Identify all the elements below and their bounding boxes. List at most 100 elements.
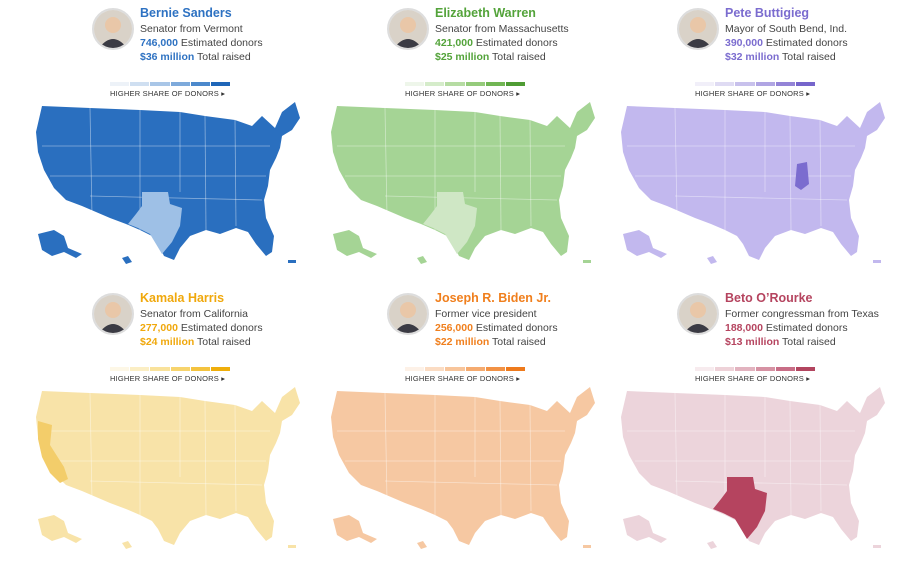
raised-label: Total raised <box>782 336 836 348</box>
portrait-icon <box>389 10 427 48</box>
candidate-header: Elizabeth Warren Senator from Massachuse… <box>315 0 605 98</box>
state-border <box>89 195 263 201</box>
candidate-name: Bernie Sanders <box>140 6 232 20</box>
raised-line: $25 million Total raised <box>435 50 569 64</box>
donors-label: Estimated donors <box>475 37 558 49</box>
legend-scale <box>405 367 526 371</box>
candidate-header: Beto O’Rourke Former congressman from Te… <box>605 285 895 383</box>
color-legend: HIGHER SHARE OF DONORS ▸ <box>110 82 231 98</box>
state-border <box>384 392 388 502</box>
indiana-region <box>795 162 809 190</box>
legend-swatch <box>405 82 425 86</box>
candidate-info: Kamala Harris Senator from California 27… <box>140 291 263 349</box>
legend-swatch <box>445 82 465 86</box>
color-legend: HIGHER SHARE OF DONORS ▸ <box>110 367 231 383</box>
candidate-info: Elizabeth Warren Senator from Massachuse… <box>435 6 569 64</box>
legend-swatch <box>170 82 190 86</box>
avatar-elizabeth-warren <box>387 8 429 50</box>
legend-swatch <box>190 82 210 86</box>
state-border <box>674 195 848 201</box>
donors-label: Estimated donors <box>475 322 558 334</box>
legend-swatch <box>210 367 231 371</box>
donors-value: 746,000 <box>140 37 178 49</box>
state-border <box>819 404 822 512</box>
us-map-svg <box>331 102 595 264</box>
legend-swatch <box>210 82 231 86</box>
candidate-info: Joseph R. Biden Jr. Former vice presiden… <box>435 291 558 349</box>
legend-swatch <box>130 367 150 371</box>
raised-line: $36 million Total raised <box>140 50 263 64</box>
legend-swatch <box>505 82 526 86</box>
candidate-panel: Beto O’Rourke Former congressman from Te… <box>605 285 895 569</box>
portrait-icon <box>94 295 132 333</box>
alaska <box>333 230 377 258</box>
legend-label: HIGHER SHARE OF DONORS ▸ <box>405 374 521 383</box>
donors-line: 256,000 Estimated donors <box>435 321 558 335</box>
state-border <box>529 119 532 227</box>
candidate-name: Joseph R. Biden Jr. <box>435 291 552 305</box>
legend-scale <box>110 82 231 86</box>
us-map-svg <box>36 102 300 264</box>
texas-region <box>128 192 182 254</box>
candidate-header: Kamala Harris Senator from California 27… <box>20 285 310 383</box>
puerto-rico <box>583 260 591 263</box>
california-region <box>38 421 68 483</box>
legend-label: HIGHER SHARE OF DONORS ▸ <box>405 89 521 98</box>
state-border <box>789 115 792 231</box>
donors-label: Estimated donors <box>765 37 848 49</box>
legend-swatch <box>715 367 735 371</box>
portrait-icon <box>679 295 717 333</box>
color-legend: HIGHER SHARE OF DONORS ▸ <box>405 82 526 98</box>
state-border <box>89 107 93 217</box>
legend-swatch <box>110 367 130 371</box>
state-border <box>674 480 848 486</box>
raised-label: Total raised <box>492 51 546 63</box>
alaska <box>623 230 667 258</box>
hawaii <box>417 256 427 264</box>
state-border <box>499 115 502 231</box>
legend-swatch <box>425 367 445 371</box>
legend-label: HIGHER SHARE OF DONORS ▸ <box>695 374 811 383</box>
legend-swatch <box>695 367 715 371</box>
donors-value: 277,000 <box>140 322 178 334</box>
avatar-pete-buttigieg <box>677 8 719 50</box>
color-legend: HIGHER SHARE OF DONORS ▸ <box>405 367 526 383</box>
state-border <box>499 400 502 516</box>
raised-line: $32 million Total raised <box>725 50 848 64</box>
texas-region <box>423 192 477 254</box>
alaska <box>38 230 82 258</box>
avatar-beto-orourke <box>677 293 719 335</box>
legend-swatch <box>755 367 775 371</box>
donors-label: Estimated donors <box>180 322 263 334</box>
legend-swatch <box>505 367 526 371</box>
candidate-title: Former vice president <box>435 308 537 320</box>
state-border <box>89 392 93 502</box>
raised-label: Total raised <box>197 336 251 348</box>
legend-scale <box>405 82 526 86</box>
avatar-joseph-biden <box>387 293 429 335</box>
puerto-rico <box>873 545 881 548</box>
raised-value: $36 million <box>140 51 195 63</box>
state-border <box>529 404 532 512</box>
candidate-info: Beto O’Rourke Former congressman from Te… <box>725 291 879 349</box>
donors-value: 421,000 <box>435 37 473 49</box>
hawaii <box>417 541 427 549</box>
avatar-bernie-sanders <box>92 8 134 50</box>
legend-swatch <box>170 367 190 371</box>
us-donor-map <box>30 96 302 272</box>
candidate-title: Senator from Massachusetts <box>435 23 569 35</box>
donors-value: 390,000 <box>725 37 763 49</box>
contiguous-us <box>621 387 885 545</box>
candidate-name: Beto O’Rourke <box>725 291 813 305</box>
legend-swatch <box>715 82 735 86</box>
donors-label: Estimated donors <box>765 322 848 334</box>
legend-swatch <box>465 367 485 371</box>
legend-swatch <box>735 82 755 86</box>
legend-scale <box>110 367 231 371</box>
legend-swatch <box>405 367 425 371</box>
raised-line: $24 million Total raised <box>140 335 263 349</box>
state-border <box>674 107 678 217</box>
candidate-title: Former congressman from Texas <box>725 308 879 320</box>
legend-swatch <box>425 82 445 86</box>
candidate-panel: Kamala Harris Senator from California 27… <box>20 285 310 569</box>
